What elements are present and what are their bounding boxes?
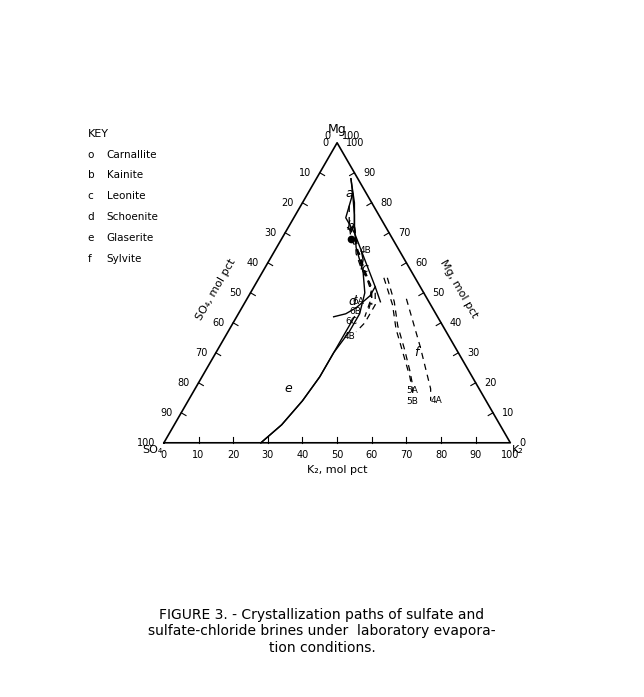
Text: d: d (88, 212, 94, 222)
Text: e: e (285, 382, 292, 395)
Text: 10: 10 (502, 408, 514, 418)
Text: 100: 100 (137, 438, 155, 447)
Text: 0: 0 (519, 438, 525, 447)
Text: 0: 0 (161, 450, 167, 461)
Text: 40: 40 (296, 450, 308, 461)
Text: 40: 40 (247, 258, 259, 268)
Text: 80: 80 (435, 450, 447, 461)
Text: 30: 30 (261, 450, 274, 461)
Text: 20: 20 (484, 378, 497, 388)
Text: 4B: 4B (344, 332, 355, 342)
Text: Kainite: Kainite (107, 171, 143, 181)
Text: 40: 40 (450, 318, 462, 328)
Text: SO₄: SO₄ (142, 445, 162, 454)
Text: 70: 70 (400, 450, 413, 461)
Text: b: b (88, 171, 94, 181)
Text: 90: 90 (469, 450, 482, 461)
Text: 6A: 6A (353, 297, 365, 306)
Text: KEY: KEY (88, 129, 109, 139)
Text: FIGURE 3. - Crystallization paths of sulfate and
sulfate-chloride brines under  : FIGURE 3. - Crystallization paths of sul… (148, 608, 496, 654)
Text: Schoenite: Schoenite (107, 212, 158, 222)
Text: 30: 30 (467, 348, 479, 358)
Text: 10: 10 (193, 450, 205, 461)
Text: f: f (415, 346, 419, 359)
Text: c: c (88, 191, 93, 201)
Text: 60: 60 (415, 258, 428, 268)
Text: 30: 30 (264, 228, 276, 238)
Text: Sylvite: Sylvite (107, 254, 142, 263)
Text: Leonite: Leonite (107, 191, 146, 201)
Text: b: b (347, 220, 355, 233)
Text: 4B: 4B (359, 246, 372, 255)
Text: 6C: 6C (346, 317, 358, 326)
Text: 60: 60 (366, 450, 378, 461)
Text: 90: 90 (160, 408, 173, 418)
Text: 100: 100 (346, 138, 364, 148)
Text: 70: 70 (195, 348, 207, 358)
Text: 50: 50 (331, 450, 343, 461)
Text: K₂: K₂ (512, 445, 524, 454)
Text: 70: 70 (398, 228, 410, 238)
Text: K₂, mol pct: K₂, mol pct (307, 466, 367, 475)
Text: 20: 20 (227, 450, 240, 461)
Text: 90: 90 (363, 168, 375, 178)
Text: 20: 20 (281, 198, 294, 208)
Text: 60: 60 (213, 318, 225, 328)
Text: 4A: 4A (431, 397, 442, 405)
Text: 5A: 5A (406, 386, 418, 395)
Text: 80: 80 (178, 378, 190, 388)
Text: 100: 100 (501, 450, 520, 461)
Text: 50: 50 (432, 288, 445, 298)
Text: 6B: 6B (349, 307, 361, 316)
Text: 0: 0 (322, 138, 328, 148)
Text: Carnallite: Carnallite (107, 150, 157, 160)
Text: 10: 10 (299, 168, 311, 178)
Text: 100: 100 (343, 131, 361, 141)
Text: Glaserite: Glaserite (107, 233, 154, 243)
Text: 80: 80 (381, 198, 393, 208)
Text: a: a (345, 187, 353, 200)
Text: c: c (361, 262, 368, 275)
Text: f: f (88, 254, 91, 263)
Text: 50: 50 (229, 288, 242, 298)
Text: SO₄, mol pct: SO₄, mol pct (194, 257, 238, 322)
Text: Mg, mol pct: Mg, mol pct (438, 259, 479, 320)
Text: d: d (349, 296, 357, 308)
Text: Mg: Mg (328, 123, 346, 136)
Text: 5B: 5B (406, 397, 418, 406)
Text: e: e (88, 233, 94, 243)
Text: 0: 0 (325, 131, 331, 141)
Text: o: o (88, 150, 94, 160)
